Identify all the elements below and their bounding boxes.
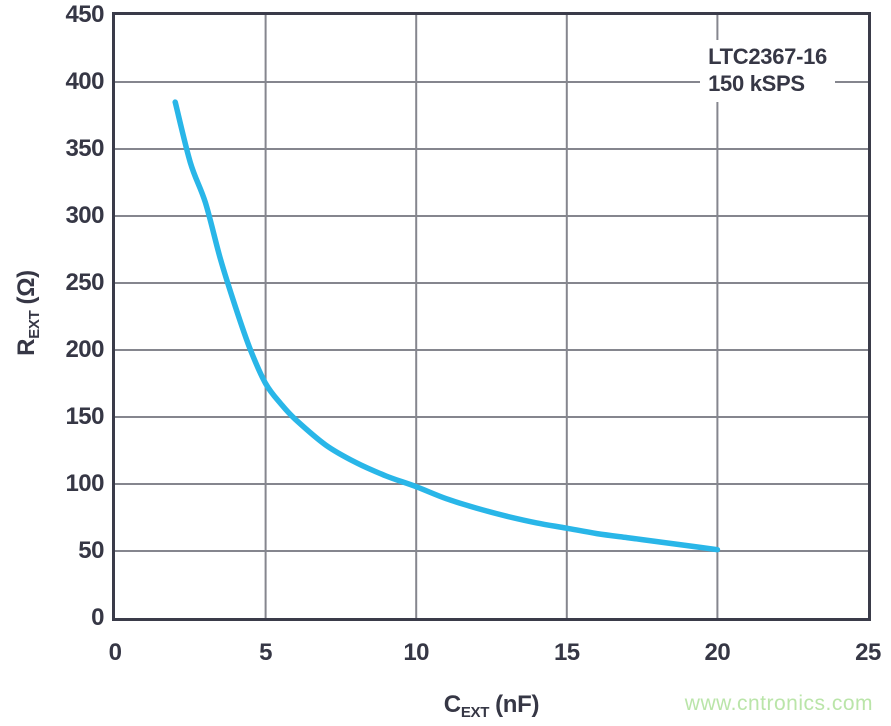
x-axis-title-unit: (nF) (495, 691, 540, 718)
y-tick-label: 0 (91, 604, 104, 631)
x-axis-title-sub: EXT (460, 704, 490, 721)
annotation-line-2: 150 kSPS (708, 71, 805, 96)
x-axis-title: CEXT (nF) (115, 691, 868, 721)
x-tick-label: 20 (704, 639, 731, 666)
y-tick-labels: 0 50 100 150 200 250 300 350 400 450 (0, 1, 104, 631)
y-tick-label: 150 (65, 403, 104, 430)
y-tick-label: 200 (65, 336, 104, 363)
x-tick-label: 15 (553, 639, 580, 666)
x-tick-label: 5 (259, 639, 273, 666)
y-tick-label: 50 (78, 537, 104, 564)
y-tick-label: 450 (65, 1, 104, 28)
grid-lines (115, 15, 868, 618)
data-curve (172, 99, 721, 553)
y-tick-label: 300 (65, 202, 104, 229)
x-axis-title-base: C (443, 691, 461, 718)
y-tick-label: 250 (65, 269, 104, 296)
annotation-box: LTC2367-16 150 kSPS (700, 40, 835, 102)
annotation-line-1: LTC2367-16 (708, 44, 827, 69)
x-tick-label: 25 (855, 639, 881, 666)
y-tick-label: 350 (65, 135, 104, 162)
x-tick-label: 0 (108, 639, 122, 666)
data-curve-layer (172, 99, 721, 553)
y-tick-label: 100 (65, 470, 104, 497)
x-tick-label: 10 (403, 639, 430, 666)
x-tick-labels: 0 5 10 15 20 25 (109, 639, 882, 667)
plot-area: LTC2367-16 150 kSPS (112, 12, 871, 621)
y-tick-label: 400 (65, 68, 104, 95)
watermark: www.cntronics.com (684, 692, 873, 715)
